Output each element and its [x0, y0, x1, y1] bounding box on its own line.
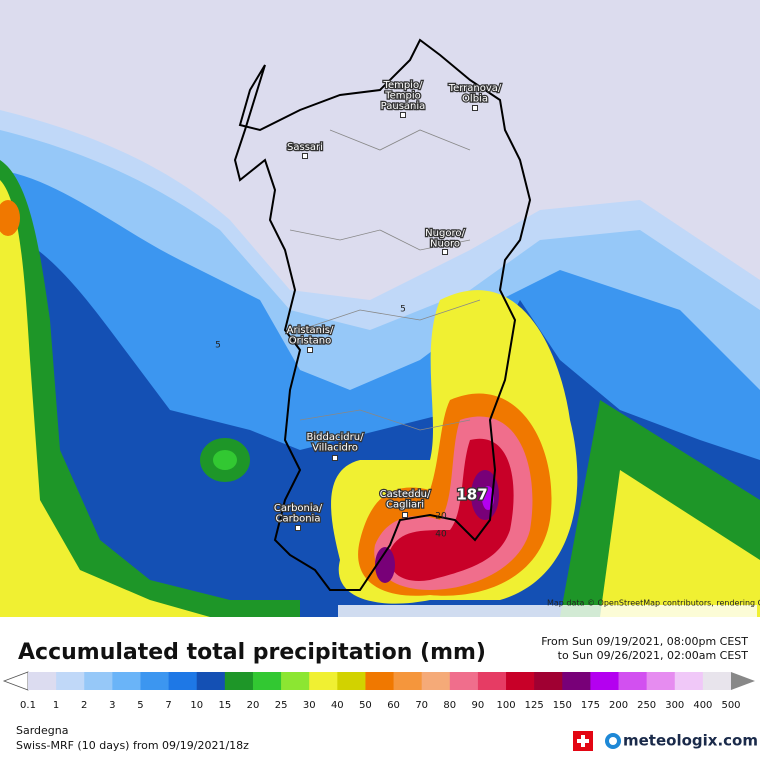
- city-dot: [332, 455, 338, 461]
- colorbar-label: 30: [303, 700, 316, 711]
- color-swatch: [590, 672, 620, 690]
- colorbar-label: 25: [275, 700, 288, 711]
- period-to: to Sun 09/26/2021, 02:00am CEST: [558, 649, 749, 662]
- color-swatch: [393, 672, 423, 690]
- colorbar-over: [731, 672, 755, 690]
- color-swatch: [421, 672, 451, 690]
- city-label: Sassari: [287, 142, 323, 153]
- color-swatch: [477, 672, 507, 690]
- colorbar-label: 300: [665, 700, 684, 711]
- colorbar-label: 10: [190, 700, 203, 711]
- colorbar-label: 20: [247, 700, 260, 711]
- colorbar-label: 150: [553, 700, 572, 711]
- colorbar-label: 15: [218, 700, 231, 711]
- colorbar-label: 60: [387, 700, 400, 711]
- color-swatch: [618, 672, 648, 690]
- color-swatch: [534, 672, 563, 690]
- city-label: Carbonia/: [274, 503, 323, 514]
- colorbar-label: 100: [496, 700, 515, 711]
- colorbar-label: 80: [443, 700, 456, 711]
- contour-label: 5: [400, 305, 406, 315]
- color-swatch: [168, 672, 198, 690]
- city-label: Carbonia: [276, 514, 321, 525]
- color-swatch: [674, 672, 704, 690]
- color-swatch: [56, 672, 85, 690]
- legend-title: Accumulated total precipitation (mm): [18, 640, 486, 665]
- colorbar-label: 40: [331, 700, 344, 711]
- city-dot: [302, 153, 308, 159]
- city-dot: [400, 112, 406, 118]
- color-swatch: [140, 672, 170, 690]
- contour-label: 40: [435, 530, 447, 540]
- city-label: Biddacidru/: [307, 432, 365, 443]
- city-label: Villacidro: [312, 443, 358, 454]
- colorbar-label: 200: [609, 700, 628, 711]
- color-swatch: [702, 672, 732, 690]
- color-swatch: [112, 672, 141, 690]
- region: Sardegna: [16, 724, 69, 737]
- logo: [573, 731, 621, 751]
- color-swatch: [449, 672, 479, 690]
- colorbar-label: 175: [581, 700, 600, 711]
- city-label: Terranova/: [448, 83, 502, 94]
- colorbar-label: 500: [721, 700, 740, 711]
- city-label: Nugoro/: [425, 228, 465, 239]
- colorbar-label: 50: [359, 700, 372, 711]
- color-swatch: [365, 672, 395, 690]
- colorbar-label: 400: [693, 700, 712, 711]
- city-label: Tempio: [384, 91, 421, 102]
- colorbar-label: 125: [525, 700, 544, 711]
- color-swatch: [84, 672, 113, 690]
- colorbar-label: 0.1: [20, 700, 36, 711]
- model-run: Swiss-MRF (10 days) from 09/19/2021/18z: [16, 739, 249, 752]
- color-swatch: [506, 672, 535, 690]
- colorbar-label: 1: [53, 700, 59, 711]
- attribution: Map data © OpenStreetMap contributors, r…: [547, 599, 760, 608]
- city-label: Oristano: [289, 336, 331, 347]
- colorbar-label: 70: [415, 700, 428, 711]
- contour-label: 20: [435, 512, 447, 522]
- colorbar-label: 5: [137, 700, 143, 711]
- colorbar-label: 2: [81, 700, 87, 711]
- color-swatch: [646, 672, 676, 690]
- contour-label: 5: [215, 341, 221, 351]
- colorbar-label: 250: [637, 700, 656, 711]
- color-swatch: [252, 672, 282, 690]
- color-swatch: [224, 672, 254, 690]
- city-dot: [307, 347, 313, 353]
- color-swatch: [562, 672, 591, 690]
- max-label: 187: [456, 486, 487, 504]
- city-label: Casteddu/: [380, 489, 431, 500]
- city-dot: [472, 105, 478, 111]
- brand[interactable]: meteologix.com: [623, 732, 758, 750]
- city-label: Cagliari: [386, 500, 424, 511]
- color-swatch: [337, 672, 366, 690]
- colorbar-label: 3: [109, 700, 115, 711]
- city-dot: [402, 512, 408, 518]
- city-dot: [442, 249, 448, 255]
- colorbar-label: 90: [472, 700, 485, 711]
- city-label: Nuoro: [430, 239, 460, 250]
- colorbar-label: 7: [165, 700, 171, 711]
- color-swatch: [281, 672, 310, 690]
- color-swatch: [309, 672, 338, 690]
- city-label: Olbia: [462, 94, 488, 105]
- precip-map: [0, 0, 760, 617]
- city-dot: [295, 525, 301, 531]
- city-label: Pausania: [381, 101, 426, 112]
- color-swatch: [28, 672, 57, 690]
- period-from: From Sun 09/19/2021, 08:00pm CEST: [541, 635, 748, 648]
- city-label: Tempio/: [383, 80, 424, 91]
- color-swatch: [196, 672, 226, 690]
- city-label: Aristanis/: [287, 325, 334, 336]
